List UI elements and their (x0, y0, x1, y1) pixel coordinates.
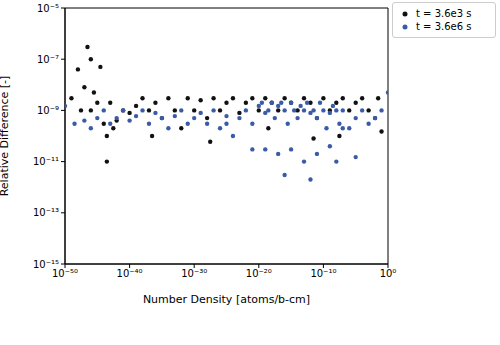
svg-text:10⁻³⁰: 10⁻³⁰ (181, 268, 207, 279)
svg-text:10⁻⁷: 10⁻⁷ (37, 54, 59, 65)
svg-text:10⁻⁵⁰: 10⁻⁵⁰ (52, 268, 78, 279)
svg-text:10⁻⁴⁰: 10⁻⁴⁰ (117, 268, 143, 279)
html-text:t = 3.6e6 s: t = 3.6e6 s (416, 21, 472, 32)
svg-text:Relative Difference [-]: Relative Difference [-] (8, 76, 11, 197)
html-text:t = 3.6e3 s: t = 3.6e3 s (416, 8, 472, 19)
svg-text:10⁻¹⁰: 10⁻¹⁰ (310, 268, 336, 279)
svg-text:10⁻⁵: 10⁻⁵ (37, 3, 59, 14)
svg-text:10⁻⁹: 10⁻⁹ (37, 105, 59, 116)
svg-text:10⁻¹⁵: 10⁻¹⁵ (33, 259, 59, 270)
svg-text:10⁻¹³: 10⁻¹³ (33, 207, 59, 218)
svg-text:10⁻²⁰: 10⁻²⁰ (246, 268, 272, 279)
svg-text:10⁰: 10⁰ (380, 268, 397, 279)
svg-text:10⁻¹¹: 10⁻¹¹ (33, 156, 59, 167)
svg-text:Number Density [atoms/b-cm]: Number Density [atoms/b-cm] (143, 293, 310, 306)
